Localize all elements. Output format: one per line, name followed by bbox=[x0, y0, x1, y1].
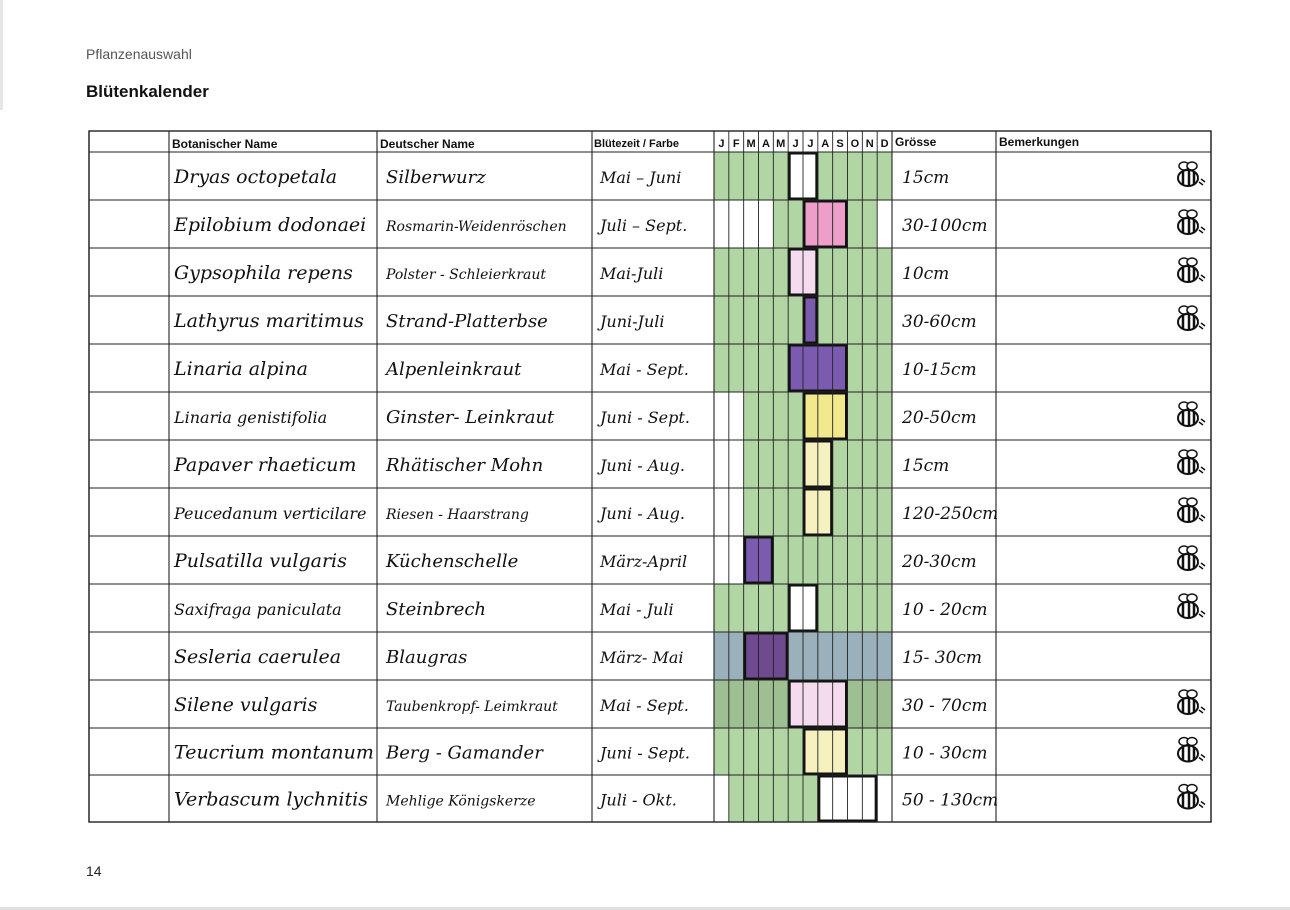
header-month: N bbox=[866, 138, 874, 150]
german-name: Berg - Gamander bbox=[385, 743, 544, 764]
bloom-period: März-April bbox=[599, 552, 687, 571]
plant-size: 10-15cm bbox=[902, 360, 977, 380]
header-month: J bbox=[807, 138, 813, 150]
page-title: Blütenkalender bbox=[86, 82, 209, 101]
german-name: Rosmarin-Weidenröschen bbox=[385, 219, 567, 235]
plant-size: 50 - 130cm bbox=[902, 791, 998, 811]
plant-size: 20-30cm bbox=[901, 552, 977, 572]
plant-size: 120-250cm bbox=[902, 504, 998, 524]
german-name: Blaugras bbox=[385, 647, 467, 668]
botanical-name: Linaria alpina bbox=[173, 358, 308, 380]
bee-icon bbox=[1177, 401, 1206, 427]
bloom-period: Mai - Sept. bbox=[599, 696, 689, 715]
header-month: S bbox=[836, 138, 843, 150]
bloom-bar bbox=[802, 391, 848, 441]
plant-size: 15cm bbox=[902, 456, 949, 476]
bee-icon bbox=[1177, 257, 1206, 283]
botanical-name: Lathyrus maritimus bbox=[173, 310, 364, 332]
bee-icon bbox=[1177, 545, 1206, 571]
bloom-period: Juni - Aug. bbox=[597, 456, 685, 475]
german-name: Ginster- Leinkraut bbox=[386, 407, 555, 428]
header-month: F bbox=[733, 138, 740, 150]
header-botanical: Botanischer Name bbox=[172, 137, 278, 151]
plant-size: 30-60cm bbox=[902, 312, 977, 332]
bee-icon bbox=[1177, 497, 1206, 523]
botanical-name: Pulsatilla vulgaris bbox=[173, 550, 347, 572]
page-edge bbox=[0, 0, 3, 110]
german-name: Polster - Schleierkraut bbox=[385, 267, 546, 283]
botanical-name: Gypsophila repens bbox=[174, 262, 353, 284]
header-month: M bbox=[776, 138, 785, 150]
botanical-name: Linaria genistifolia bbox=[173, 408, 327, 427]
header-month: A bbox=[821, 138, 829, 150]
header-german: Deutscher Name bbox=[380, 137, 475, 151]
page-number: 14 bbox=[86, 863, 102, 879]
botanical-name: Papaver rhaeticum bbox=[173, 454, 356, 476]
bottom-divider bbox=[0, 907, 1290, 910]
bloom-period: Juni - Sept. bbox=[597, 744, 690, 763]
header-month: J bbox=[793, 138, 799, 150]
plant-size: 15- 30cm bbox=[902, 648, 982, 668]
bloom-period: Mai - Sept. bbox=[599, 360, 689, 379]
botanical-name: Sesleria caerulea bbox=[174, 646, 341, 668]
header-month: A bbox=[762, 138, 770, 150]
botanical-name: Teucrium montanum bbox=[174, 742, 374, 764]
bloom-period: Juli - Okt. bbox=[597, 791, 677, 810]
bee-icon bbox=[1177, 305, 1206, 331]
bloom-period: Juni - Aug. bbox=[597, 504, 685, 523]
plant-size: 15cm bbox=[902, 168, 949, 188]
bloom-period: Juni-Juli bbox=[597, 312, 665, 331]
plant-size: 10 - 20cm bbox=[902, 600, 987, 620]
german-name: Rhätischer Mohn bbox=[385, 455, 543, 476]
header-month: J bbox=[718, 138, 724, 150]
bee-icon bbox=[1177, 161, 1206, 187]
section-header: Pflanzenauswahl bbox=[86, 46, 192, 62]
bloom-bar bbox=[802, 295, 819, 345]
bloom-bar bbox=[802, 727, 848, 776]
header-month: M bbox=[746, 138, 755, 150]
plant-size: 30 - 70cm bbox=[902, 696, 987, 716]
plant-size: 30-100cm bbox=[902, 216, 987, 236]
bloom-period: März- Mai bbox=[599, 648, 684, 667]
header-notes: Bemerkungen bbox=[999, 135, 1079, 149]
bee-icon bbox=[1177, 209, 1206, 235]
botanical-name: Epilobium dodonaei bbox=[173, 214, 366, 236]
bee-icon bbox=[1177, 736, 1206, 763]
bloom-period: Juli – Sept. bbox=[597, 216, 687, 235]
bloom-period: Mai-Juli bbox=[599, 264, 663, 283]
header-month: D bbox=[881, 138, 889, 150]
botanical-name: Peucedanum verticilare bbox=[173, 504, 366, 523]
bee-icon bbox=[1177, 783, 1206, 810]
german-name: Steinbrech bbox=[386, 599, 486, 620]
plant-size: 20-50cm bbox=[901, 408, 977, 428]
bloom-period: Mai – Juni bbox=[599, 168, 681, 187]
plant-size: 10cm bbox=[902, 264, 949, 284]
bloom-period: Mai - Juli bbox=[599, 600, 674, 619]
bloom-bar bbox=[743, 631, 789, 681]
bee-icon bbox=[1177, 689, 1206, 715]
bloom-bar bbox=[802, 199, 848, 249]
header-month: O bbox=[851, 138, 860, 150]
bee-icon bbox=[1177, 449, 1206, 475]
botanical-name: Saxifraga paniculata bbox=[174, 600, 342, 619]
german-name: Mehlige Königskerze bbox=[385, 794, 536, 810]
bloom-period: Juni - Sept. bbox=[597, 408, 690, 427]
german-name: Küchenschelle bbox=[385, 551, 518, 572]
header-bloom: Blütezeit / Farbe bbox=[594, 138, 679, 150]
botanical-name: Verbascum lychnitis bbox=[174, 789, 368, 811]
header-size: Grösse bbox=[895, 135, 937, 149]
german-name: Alpenleinkraut bbox=[384, 359, 522, 380]
botanical-name: Silene vulgaris bbox=[174, 694, 318, 716]
german-name: Riesen - Haarstrang bbox=[385, 507, 529, 523]
german-name: Silberwurz bbox=[386, 167, 486, 188]
german-name: Taubenkropf- Leimkraut bbox=[386, 699, 558, 715]
botanical-name: Dryas octopetala bbox=[173, 166, 337, 188]
plant-size: 10 - 30cm bbox=[902, 744, 987, 764]
german-name: Strand-Platterbse bbox=[386, 311, 548, 332]
bee-icon bbox=[1177, 593, 1206, 619]
